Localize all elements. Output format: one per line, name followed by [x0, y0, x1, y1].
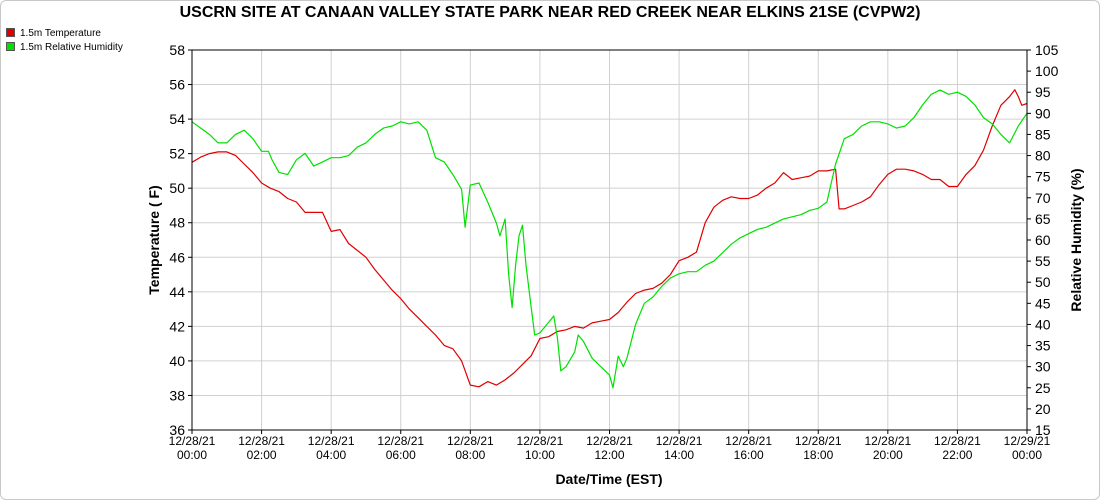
legend-swatch-humidity [6, 41, 15, 51]
y2-tick-label: 15 [1035, 422, 1051, 438]
y2-axis-title: Relative Humidity (%) [1068, 168, 1084, 311]
grid-lines [191, 49, 1028, 431]
y-axis-ticks: 36 38 40 42 44 46 48 50 52 54 56 58 [169, 42, 192, 438]
y-tick-label: 46 [169, 249, 185, 265]
x-tick-label-time: 00:00 [177, 448, 207, 462]
x-tick-label-date: 12/28/21 [864, 434, 911, 448]
series-lines [191, 89, 1028, 389]
y2-tick-label: 35 [1035, 338, 1051, 354]
y2-axis-ticks: 15 20 25 30 35 40 45 50 55 60 65 70 75 80 85 90 95 100 105 [1027, 42, 1059, 438]
x-tick-label-time: 02:00 [247, 448, 277, 462]
x-tick-label-date: 12/28/21 [517, 434, 564, 448]
y-tick-label: 48 [169, 215, 185, 231]
x-tick-label-time: 06:00 [386, 448, 416, 462]
x-tick-label-time: 20:00 [873, 448, 903, 462]
y2-tick-label: 65 [1035, 211, 1051, 227]
y-tick-label: 40 [169, 353, 185, 369]
x-tick-label-time: 18:00 [803, 448, 833, 462]
x-tick-label-date: 12/28/21 [656, 434, 703, 448]
x-tick-label-time: 16:00 [734, 448, 764, 462]
temperature-series-line [191, 89, 1028, 388]
legend-item-humidity: 1.5m Relative Humidity [6, 41, 123, 54]
x-tick-label-date: 12/28/21 [586, 434, 633, 448]
y2-tick-label: 45 [1035, 295, 1051, 311]
y2-tick-label: 40 [1035, 316, 1051, 332]
x-tick-label-time: 08:00 [455, 448, 485, 462]
x-tick-label-time: 04:00 [316, 448, 346, 462]
y2-tick-label: 95 [1035, 84, 1051, 100]
x-tick-label-time: 14:00 [664, 448, 694, 462]
x-axis-ticks: 12/28/2100:0012/28/2102:0012/28/2104:001… [169, 430, 1051, 462]
x-tick-label-date: 12/29/21 [1004, 434, 1051, 448]
y-tick-label: 38 [169, 387, 185, 403]
y-tick-label: 50 [169, 180, 185, 196]
y-tick-label: 54 [169, 111, 185, 127]
y-tick-label: 52 [169, 146, 185, 162]
y-tick-label: 44 [169, 284, 185, 300]
x-tick-label-time: 00:00 [1012, 448, 1042, 462]
y2-tick-label: 105 [1035, 42, 1059, 58]
legend-label-humidity: 1.5m Relative Humidity [20, 42, 123, 53]
y2-tick-label: 50 [1035, 274, 1051, 290]
humidity-series-line [191, 89, 1028, 389]
legend-swatch-temperature [6, 27, 15, 37]
y-axis-title: Temperature ( F) [146, 185, 162, 294]
y2-tick-label: 90 [1035, 105, 1051, 121]
y2-tick-label: 100 [1035, 63, 1059, 79]
x-tick-label-date: 12/28/21 [725, 434, 772, 448]
x-tick-label-date: 12/28/21 [795, 434, 842, 448]
y2-tick-label: 25 [1035, 380, 1051, 396]
x-tick-label-date: 12/28/21 [447, 434, 494, 448]
legend-item-temperature: 1.5m Temperature [6, 27, 101, 40]
chart-title: USCRN SITE AT CANAAN VALLEY STATE PARK N… [179, 4, 921, 21]
legend-label-temperature: 1.5m Temperature [20, 28, 101, 39]
x-tick-label-date: 12/28/21 [169, 434, 216, 448]
x-tick-label-time: 22:00 [942, 448, 972, 462]
y2-tick-label: 75 [1035, 169, 1051, 185]
x-tick-label-date: 12/28/21 [308, 434, 355, 448]
y2-tick-label: 60 [1035, 232, 1051, 248]
x-tick-label-date: 12/28/21 [377, 434, 424, 448]
x-axis-title: Date/Time (EST) [555, 471, 662, 487]
y2-tick-label: 30 [1035, 359, 1051, 375]
y-tick-label: 58 [169, 42, 185, 58]
y2-tick-label: 80 [1035, 148, 1051, 164]
y2-tick-label: 20 [1035, 401, 1051, 417]
x-tick-label-date: 12/28/21 [238, 434, 285, 448]
y-tick-label: 56 [169, 77, 185, 93]
x-tick-label-date: 12/28/21 [934, 434, 981, 448]
x-tick-label-time: 12:00 [594, 448, 624, 462]
y-tick-label: 36 [169, 422, 185, 438]
y2-tick-label: 55 [1035, 253, 1051, 269]
y2-tick-label: 85 [1035, 126, 1051, 142]
x-tick-label-time: 10:00 [525, 448, 555, 462]
y2-tick-label: 70 [1035, 190, 1051, 206]
y-tick-label: 42 [169, 318, 185, 334]
